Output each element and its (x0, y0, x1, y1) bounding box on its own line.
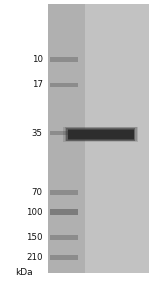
Bar (0, 0, 48, 283)
Bar (68, 129, 134, 140)
Bar (50, 83, 78, 87)
Bar (50, 190, 78, 195)
Bar (66, 128, 135, 141)
Text: 210: 210 (26, 253, 43, 262)
Text: 150: 150 (26, 233, 43, 242)
Bar (64, 127, 136, 142)
Bar (48, 4, 86, 273)
Bar (63, 127, 138, 142)
Bar (50, 131, 78, 135)
Bar (50, 255, 78, 260)
Text: 17: 17 (32, 80, 43, 89)
Text: 35: 35 (32, 128, 43, 138)
Text: 10: 10 (32, 55, 43, 64)
Bar (50, 235, 78, 240)
Text: kDa: kDa (15, 268, 33, 277)
Bar (68, 130, 134, 139)
Bar (50, 209, 78, 215)
Text: 100: 100 (26, 208, 43, 217)
Bar (50, 57, 78, 62)
Text: 70: 70 (32, 188, 43, 197)
Bar (85, 4, 148, 273)
